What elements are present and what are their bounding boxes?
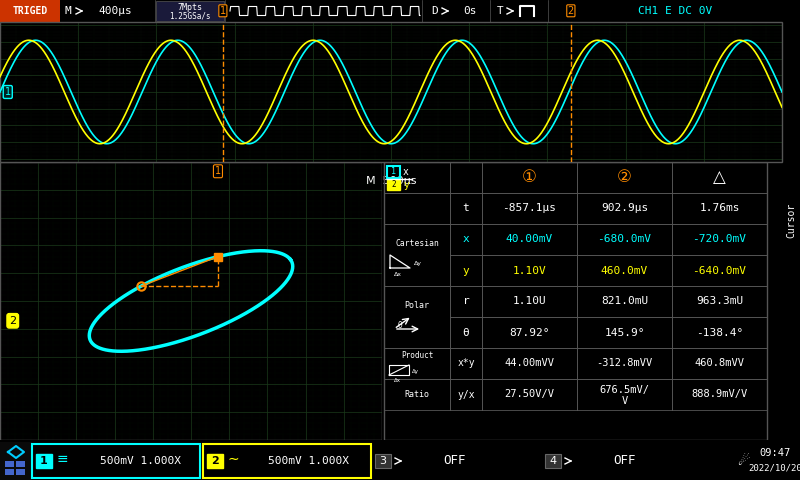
Bar — [16, 469, 25, 475]
Bar — [387, 180, 400, 190]
Text: Product: Product — [401, 351, 433, 360]
Text: OFF: OFF — [614, 455, 636, 468]
Text: 40.00mV: 40.00mV — [506, 235, 553, 244]
Text: 145.9°: 145.9° — [604, 327, 645, 337]
Bar — [207, 454, 223, 468]
Text: 1.25GSa/s: 1.25GSa/s — [169, 12, 211, 21]
Text: x: x — [462, 235, 470, 244]
Text: ≡: ≡ — [57, 452, 69, 466]
Text: -312.8mVV: -312.8mVV — [596, 359, 653, 369]
Text: V: V — [622, 396, 628, 407]
Text: ②: ② — [617, 168, 632, 187]
Text: Cartesian: Cartesian — [395, 240, 439, 249]
Bar — [156, 1, 224, 21]
Text: 500mV 1.000X: 500mV 1.000X — [267, 456, 349, 466]
Text: T: T — [497, 6, 503, 16]
Text: 1.76ms: 1.76ms — [699, 204, 740, 214]
Text: θ: θ — [462, 327, 470, 337]
Bar — [32, 444, 200, 478]
Text: -857.1μs: -857.1μs — [502, 204, 557, 214]
Text: 7Mpts: 7Mpts — [178, 3, 202, 12]
Text: x: x — [403, 167, 409, 177]
Text: Δx: Δx — [394, 272, 402, 277]
Text: -720.0mV: -720.0mV — [693, 235, 746, 244]
Bar — [5, 461, 14, 467]
Text: 1: 1 — [220, 6, 226, 16]
Text: TRIGED: TRIGED — [12, 6, 48, 16]
Text: -680.0mV: -680.0mV — [598, 235, 651, 244]
Bar — [387, 166, 400, 178]
Text: Cursor: Cursor — [786, 203, 796, 238]
Text: Ratio: Ratio — [405, 390, 430, 399]
Text: ①: ① — [522, 168, 537, 187]
Text: 2022/10/20: 2022/10/20 — [748, 464, 800, 472]
Bar — [16, 461, 25, 467]
Text: 09:47: 09:47 — [759, 448, 790, 458]
Text: t: t — [462, 204, 470, 214]
Text: 1: 1 — [40, 456, 48, 466]
Text: x*y: x*y — [457, 359, 475, 369]
Bar — [545, 454, 561, 468]
Text: 888.9mV/V: 888.9mV/V — [691, 389, 748, 399]
Text: r: r — [462, 297, 470, 307]
Text: 2: 2 — [9, 316, 16, 326]
Text: 1: 1 — [215, 166, 221, 176]
Text: y/x: y/x — [457, 389, 475, 399]
Bar — [5, 469, 14, 475]
Text: 2: 2 — [211, 456, 219, 466]
Text: 1: 1 — [391, 168, 396, 177]
Bar — [0, 0, 60, 22]
Bar — [0, 442, 32, 480]
Text: OFF: OFF — [444, 455, 466, 468]
Text: -640.0mV: -640.0mV — [693, 265, 746, 276]
Text: 1: 1 — [5, 87, 11, 97]
Text: Δy: Δy — [414, 262, 422, 266]
Text: △: △ — [713, 168, 726, 187]
Text: CH1 E DC 0V: CH1 E DC 0V — [638, 6, 712, 16]
Text: 4: 4 — [550, 456, 557, 466]
Text: ☄: ☄ — [737, 454, 750, 468]
Text: 44.00mVV: 44.00mVV — [505, 359, 554, 369]
Text: y: y — [403, 180, 409, 190]
Text: 963.3mU: 963.3mU — [696, 297, 743, 307]
Text: 2: 2 — [568, 6, 574, 16]
Text: 460.0mV: 460.0mV — [601, 265, 648, 276]
Text: 0s: 0s — [463, 6, 477, 16]
Text: Polar: Polar — [405, 301, 430, 311]
Text: 902.9μs: 902.9μs — [601, 204, 648, 214]
Bar — [36, 454, 52, 468]
Text: ∼: ∼ — [228, 452, 240, 466]
Bar — [0, 22, 782, 162]
Text: 821.0mU: 821.0mU — [601, 297, 648, 307]
Text: 1.10U: 1.10U — [513, 297, 546, 307]
Text: 1.10V: 1.10V — [513, 265, 546, 276]
Text: 3: 3 — [379, 456, 386, 466]
Bar — [375, 454, 391, 468]
Text: Δy: Δy — [412, 369, 419, 373]
Text: 400μs: 400μs — [98, 6, 132, 16]
Text: 676.5mV/: 676.5mV/ — [599, 384, 650, 395]
Text: 2: 2 — [391, 180, 396, 190]
Text: M: M — [65, 6, 71, 16]
Text: Δx: Δx — [394, 378, 401, 383]
Text: θ: θ — [398, 322, 402, 331]
Text: 27.50V/V: 27.50V/V — [505, 389, 554, 399]
Text: 500mV 1.000X: 500mV 1.000X — [99, 456, 181, 466]
Text: -138.4°: -138.4° — [696, 327, 743, 337]
Text: M  500μs: M 500μs — [366, 176, 416, 186]
Bar — [203, 444, 371, 478]
Text: D: D — [432, 6, 438, 16]
Text: y: y — [462, 265, 470, 276]
Text: 87.92°: 87.92° — [510, 327, 550, 337]
Text: 460.8mVV: 460.8mVV — [694, 359, 745, 369]
